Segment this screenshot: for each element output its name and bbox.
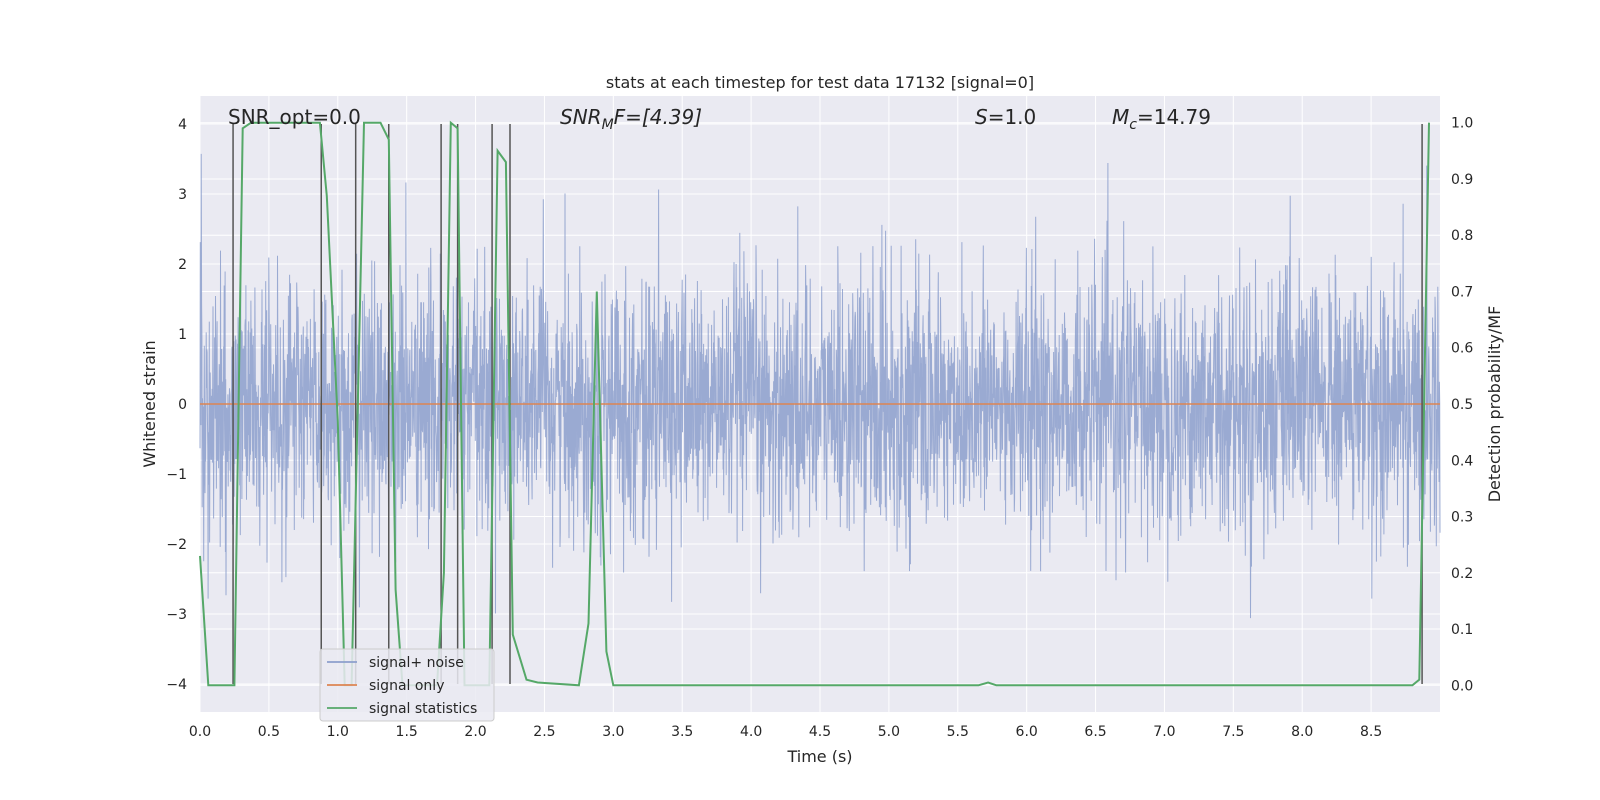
x-tick-label-15: 7.5 — [1222, 724, 1244, 740]
x-tick-label-11: 5.5 — [947, 724, 969, 740]
x-axis-label: Time (s) — [786, 747, 852, 766]
x-tick-label-7: 3.5 — [671, 724, 693, 740]
x-ticks: 0.0 0.5 1.0 1.5 2.0 2.5 3.0 3.5 4.0 4.5 5.0 5.5 6.0 6… — [189, 724, 1382, 740]
annotation-snr-opt: SNR_opt=0.0 — [228, 105, 361, 129]
y-tick-label-2: −2 — [166, 537, 187, 553]
x-tick-label-12: 6.0 — [1016, 724, 1038, 740]
annotation-mc: Mc=14.79 — [1112, 105, 1211, 133]
x-tick-label-5: 2.5 — [533, 724, 555, 740]
x-tick-label-2: 1.0 — [327, 724, 349, 740]
x-tick-label-6: 3.0 — [602, 724, 624, 740]
y2-ticks: 0.0 0.1 0.2 0.3 0.4 0.5 0.6 0.7 0.8 0.9 1.0 — [1451, 116, 1473, 695]
y-tick-label-3: −1 — [166, 467, 187, 483]
y2-tick-label-8: 0.8 — [1451, 228, 1473, 244]
annotation-snr-mf: SNRMF=[4.39] — [560, 105, 702, 133]
y-ticks: −4 −3 −2 −1 0 1 2 3 4 — [166, 117, 187, 693]
y-tick-label-8: 4 — [178, 117, 187, 133]
y2-tick-label-9: 0.9 — [1451, 172, 1473, 188]
y-tick-label-1: −3 — [166, 607, 187, 623]
x-tick-label-10: 5.0 — [878, 724, 900, 740]
y2-tick-label-10: 1.0 — [1451, 116, 1473, 132]
x-tick-label-4: 2.0 — [464, 724, 486, 740]
x-tick-label-14: 7.0 — [1153, 724, 1175, 740]
y2-axis-label: Detection probability/MF — [1485, 306, 1504, 503]
y2-tick-label-5: 0.5 — [1451, 397, 1473, 413]
y2-tick-label-6: 0.6 — [1451, 341, 1473, 357]
signal-noise-series — [199, 153, 1441, 619]
y2-tick-label-7: 0.7 — [1451, 284, 1473, 300]
x-tick-label-16: 8.0 — [1291, 724, 1313, 740]
x-tick-label-1: 0.5 — [258, 724, 280, 740]
legend-label-signal-only: signal only — [369, 678, 444, 694]
legend-box — [319, 648, 495, 722]
noise-trace — [199, 153, 1441, 619]
annotation-s: S=1.0 — [975, 105, 1036, 129]
y-tick-label-6: 2 — [178, 257, 187, 273]
y2-tick-label-0: 0.0 — [1451, 678, 1473, 694]
x-tick-label-3: 1.5 — [396, 724, 418, 740]
x-tick-label-17: 8.5 — [1360, 724, 1382, 740]
chart-title: stats at each timestep for test data 171… — [606, 73, 1034, 92]
y2-tick-label-2: 0.2 — [1451, 566, 1473, 582]
legend-label-noise: signal+ noise — [369, 655, 464, 671]
y2-tick-label-1: 0.1 — [1451, 622, 1473, 638]
legend-label-stats: signal statistics — [369, 701, 477, 717]
x-tick-label-9: 4.5 — [809, 724, 831, 740]
y-tick-label-4: 0 — [178, 397, 187, 413]
y-tick-label-0: −4 — [166, 677, 187, 693]
y-tick-label-5: 1 — [178, 327, 187, 343]
x-tick-label-8: 4.0 — [740, 724, 762, 740]
x-tick-label-13: 6.5 — [1084, 724, 1106, 740]
y-tick-label-7: 3 — [178, 187, 187, 203]
y-axis-label: Whitened strain — [140, 340, 159, 467]
legend: signal+ noise signal only signal statist… — [319, 648, 495, 722]
y2-tick-label-4: 0.4 — [1451, 453, 1473, 469]
y2-tick-label-3: 0.3 — [1451, 510, 1473, 526]
x-tick-label-0: 0.0 — [189, 724, 211, 740]
